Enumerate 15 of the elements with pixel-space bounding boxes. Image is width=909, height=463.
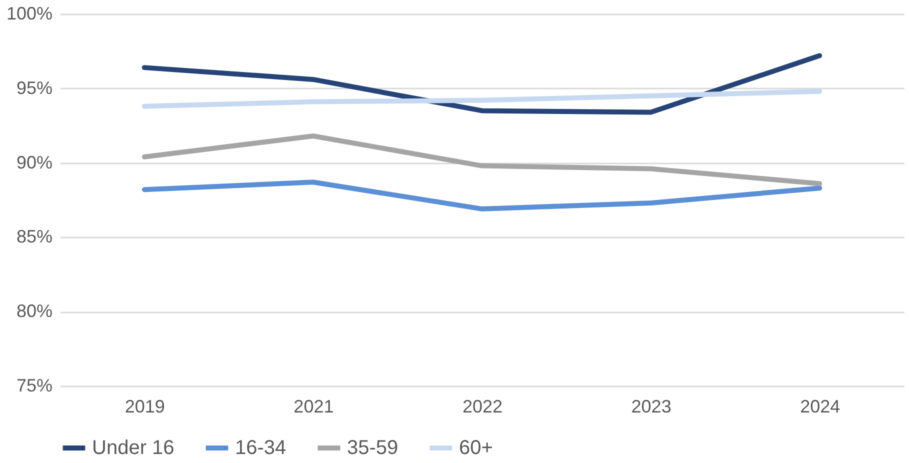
legend-label: 60+ bbox=[459, 437, 493, 459]
legend-label: Under 16 bbox=[92, 437, 174, 459]
x-tick-label: 2022 bbox=[462, 396, 503, 416]
y-tick-label: 90% bbox=[16, 152, 52, 172]
x-tick-label: 2019 bbox=[124, 396, 165, 416]
y-tick-label: 75% bbox=[16, 376, 52, 396]
legend-label: 16-34 bbox=[235, 437, 286, 459]
x-tick-label: 2024 bbox=[800, 396, 840, 416]
y-tick-label: 95% bbox=[16, 78, 52, 98]
x-tick-label: 2023 bbox=[631, 396, 672, 416]
y-tick-label: 100% bbox=[6, 4, 52, 24]
y-tick-label: 80% bbox=[16, 301, 52, 322]
x-tick-label: 2021 bbox=[294, 396, 334, 416]
legend-label: 35-59 bbox=[347, 437, 398, 459]
y-tick-label: 85% bbox=[16, 226, 52, 247]
